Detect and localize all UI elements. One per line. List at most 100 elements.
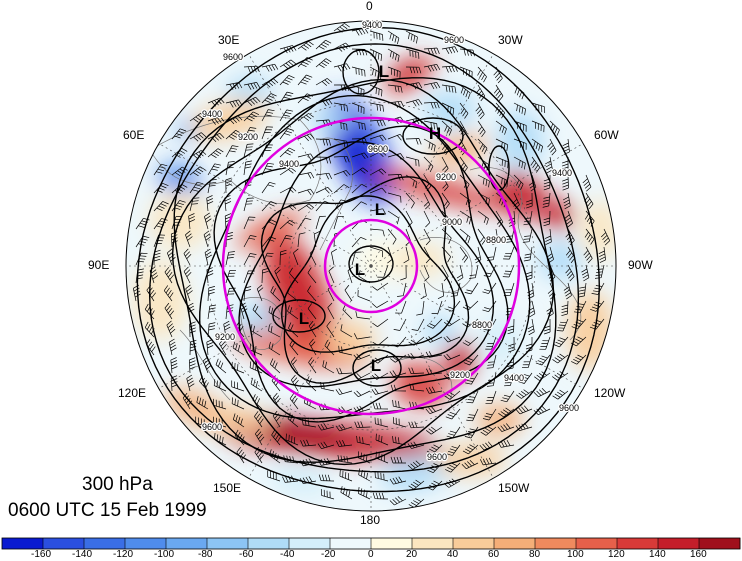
wind-barb <box>522 228 533 243</box>
wind-barb <box>584 228 595 245</box>
time-label: 0600 UTC 15 Feb 1999 <box>8 500 207 521</box>
wind-barb <box>420 282 427 300</box>
wind-barb <box>516 389 533 399</box>
wind-barb <box>153 249 161 266</box>
wind-barb <box>582 174 592 192</box>
wind-barb <box>423 120 438 130</box>
wind-barb <box>225 161 235 176</box>
wind-barb <box>479 441 497 451</box>
wind-barb <box>477 192 490 206</box>
wind-barb <box>504 372 515 387</box>
wind-barb <box>446 426 461 439</box>
anomaly-region <box>391 60 417 80</box>
wind-barb <box>441 65 458 73</box>
wind-barb <box>297 133 315 142</box>
wind-barb <box>261 78 279 88</box>
wind-barb <box>515 422 533 432</box>
wind-barb <box>443 335 461 343</box>
anomaly-region <box>566 290 614 370</box>
wind-barb <box>135 217 150 230</box>
anomaly-region <box>496 110 544 170</box>
wind-barb <box>231 397 245 410</box>
wind-barb <box>462 300 479 311</box>
wind-barb <box>562 192 571 210</box>
wind-barb <box>243 82 261 90</box>
wind-barb <box>195 416 209 428</box>
meridian-line <box>370 265 494 479</box>
height-contour <box>136 26 601 493</box>
wind-barb <box>459 192 471 207</box>
wind-barb <box>533 406 551 416</box>
wind-barb <box>232 413 245 428</box>
wind-barb <box>527 318 535 336</box>
wind-barb <box>374 471 389 482</box>
wind-barb <box>207 322 216 338</box>
wind-barb <box>465 372 479 385</box>
lon-label-30e: 30E <box>218 33 240 47</box>
wind-barb <box>315 215 326 230</box>
contour-value-label: 9600 <box>559 403 579 413</box>
wind-barb <box>486 372 497 387</box>
wind-barb <box>546 300 554 318</box>
wind-barb <box>513 174 524 190</box>
wind-barb <box>377 264 389 278</box>
wind-barb <box>135 268 144 284</box>
wind-barb <box>392 436 407 446</box>
wind-barb <box>224 195 232 212</box>
wind-barb <box>317 423 335 431</box>
pressure-center-label: H <box>429 124 441 143</box>
wind-barb <box>243 111 260 122</box>
wind-barb <box>357 451 371 464</box>
wind-barb <box>354 421 371 428</box>
wind-barb <box>183 248 192 266</box>
anomaly-region <box>392 242 448 278</box>
wind-barb <box>423 264 430 282</box>
colorbar-bin <box>125 538 167 549</box>
wind-barb <box>297 203 315 212</box>
wind-barb <box>482 282 497 294</box>
wind-barb <box>279 249 287 266</box>
wind-barb <box>315 78 333 86</box>
wind-barb <box>405 174 418 189</box>
meridian-line <box>248 265 372 479</box>
wind-barb <box>304 396 317 410</box>
meridian-line <box>370 265 584 389</box>
wind-barb <box>164 302 175 320</box>
wind-barb <box>459 210 472 225</box>
height-contour <box>173 77 557 463</box>
wind-barb <box>423 63 441 72</box>
wind-barb <box>207 163 221 176</box>
wind-barb <box>351 251 362 266</box>
wind-barb <box>581 264 590 282</box>
anomaly-region <box>210 405 270 435</box>
wind-barb <box>405 99 423 107</box>
wind-barb <box>328 266 335 284</box>
wind-barb <box>189 166 206 177</box>
wind-barb <box>500 390 515 403</box>
wind-barb <box>335 388 353 395</box>
wind-barb <box>132 284 141 302</box>
wind-barb <box>261 267 269 284</box>
wind-barb <box>423 192 431 210</box>
wind-barb <box>464 282 479 295</box>
wind-barb <box>371 388 389 395</box>
wind-barb <box>513 156 526 170</box>
wind-barb <box>482 408 497 421</box>
wind-barb <box>164 266 175 284</box>
colorbar-tick-label: -140 <box>72 549 93 560</box>
wind-barb <box>462 318 479 328</box>
wind-barb <box>426 368 443 375</box>
wind-barb <box>409 383 425 392</box>
wind-barb <box>372 402 389 410</box>
wind-barb <box>254 428 265 446</box>
wind-barb <box>513 120 527 132</box>
wind-barb <box>225 129 242 140</box>
wind-barb <box>225 287 236 302</box>
wind-barb <box>441 174 449 192</box>
wind-barb <box>153 163 168 176</box>
wind-barb <box>441 102 455 115</box>
wind-barb <box>213 379 227 392</box>
wind-barb <box>423 101 440 109</box>
colorbar-tick-label: 120 <box>608 549 625 560</box>
wind-barb <box>477 66 487 83</box>
